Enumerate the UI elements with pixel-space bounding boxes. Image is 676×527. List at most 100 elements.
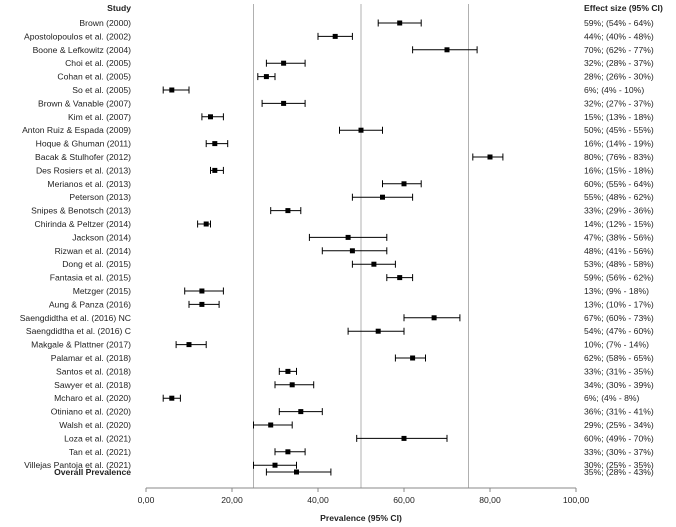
study-name-11: Des Rosiers et al. (2013) — [36, 165, 131, 175]
point-estimate-13 — [380, 194, 385, 200]
point-estimate-24 — [186, 342, 192, 348]
study-row: Anton Ruiz & Espada (2009) 50%; (45% - 55… — [22, 125, 654, 135]
point-estimate-20 — [199, 288, 205, 294]
point-estimate-10 — [487, 154, 493, 160]
study-name-8: Anton Ruiz & Espada (2009) — [22, 125, 131, 135]
point-estimate-6 — [281, 100, 287, 106]
effect-label-3: 32%; (28% - 37%) — [584, 58, 654, 68]
study-name-1: Apostolopoulos et al. (2002) — [24, 31, 131, 41]
overall-row: Overall Prevalence 35%; (28% - 43%) — [54, 467, 654, 477]
effect-label-14: 33%; (29% - 36%) — [584, 206, 654, 216]
effect-label-18: 53%; (48% - 58%) — [584, 259, 654, 269]
effect-label-4: 28%; (26% - 30%) — [584, 72, 654, 82]
study-name-25: Palamar et al. (2018) — [51, 353, 131, 363]
gridlines — [253, 4, 469, 488]
effect-label-0: 59%; (54% - 64%) — [584, 18, 654, 28]
x-axis: 0,00 20,00 40,00 60,00 80,00 100,00 — [138, 487, 590, 505]
point-estimate-15 — [203, 221, 209, 227]
x-tick-label-1: 20,00 — [221, 495, 243, 505]
study-row: Kim et al. (2007) 15%; (13% - 18%) — [68, 112, 654, 122]
study-row: Tan et al. (2021) 33%; (30% - 37%) — [69, 447, 654, 457]
effect-label-12: 60%; (55% - 64%) — [584, 179, 654, 189]
study-row: Palamar et al. (2018) 62%; (58% - 65%) — [51, 353, 654, 363]
study-row: Villejas Pantoja et al. (2021) 30%; (25% … — [24, 460, 654, 470]
point-estimate-11 — [212, 167, 218, 173]
effect-label-29: 36%; (31% - 41%) — [584, 407, 654, 417]
study-row: Cohan et al. (2005) 28%; (26% - 30%) — [57, 72, 653, 82]
study-row: Choi et al. (2005) 32%; (28% - 37%) — [65, 58, 654, 68]
effect-size-column-header: Effect size (95% CI) — [584, 3, 663, 13]
study-row: Saengdidtha et al. (2016) NC 67%; (60% - … — [20, 313, 654, 323]
study-name-22: Saengdidtha et al. (2016) NC — [20, 313, 131, 323]
point-estimate-17 — [349, 248, 355, 254]
study-name-13: Peterson (2013) — [69, 192, 131, 202]
effect-label-24: 10%; (7% - 14%) — [584, 340, 649, 350]
point-estimate-7 — [208, 114, 213, 120]
effect-label-19: 59%; (56% - 62%) — [584, 273, 654, 283]
effect-label-32: 33%; (30% - 37%) — [584, 447, 654, 457]
study-name-14: Snipes & Benotsch (2013) — [31, 206, 131, 216]
point-estimate-0 — [397, 20, 403, 26]
study-name-16: Jackson (2014) — [72, 232, 131, 242]
study-row: Sawyer et al. (2018) 34%; (30% - 39%) — [54, 380, 654, 390]
study-name-32: Tan et al. (2021) — [69, 447, 131, 457]
effect-label-22: 67%; (60% - 73%) — [584, 313, 654, 323]
point-estimate-19 — [397, 275, 403, 281]
study-name-5: So et al. (2005) — [72, 85, 131, 95]
x-tick-label-3: 60,00 — [393, 495, 415, 505]
effect-label-8: 50%; (45% - 55%) — [584, 125, 654, 135]
overall-effect-label: 35%; (28% - 43%) — [584, 467, 654, 477]
study-row: Boone & Lefkowitz (2004) 70%; (62% - 77%) — [33, 45, 654, 55]
study-name-18: Dong et al. (2015) — [62, 259, 131, 269]
study-row: Saengdidtha et al. (2016) C 54%; (47% - 6… — [26, 326, 654, 336]
study-name-27: Sawyer et al. (2018) — [54, 380, 131, 390]
study-name-24: Makgale & Plattner (2017) — [31, 340, 131, 350]
x-tick-label-5: 100,00 — [563, 495, 590, 505]
effect-label-30: 29%; (25% - 34%) — [584, 420, 654, 430]
study-row: Brown (2000) 59%; (54% - 64%) — [79, 18, 653, 28]
study-row: Des Rosiers et al. (2013) 16%; (15% - 18%… — [36, 165, 654, 175]
point-estimate-12 — [401, 181, 407, 187]
point-estimate-18 — [371, 261, 377, 267]
effect-label-27: 34%; (30% - 39%) — [584, 380, 654, 390]
study-row: Hoque & Ghuman (2011) 16%; (14% - 19%) — [36, 139, 654, 149]
study-row: Snipes & Benotsch (2013) 33%; (29% - 36%) — [31, 206, 654, 216]
study-row: Apostolopoulos et al. (2002) 44%; (40% - … — [24, 31, 654, 41]
study-name-0: Brown (2000) — [79, 18, 131, 28]
study-name-29: Otiniano et al. (2020) — [51, 407, 131, 417]
effect-label-1: 44%; (40% - 48%) — [584, 31, 654, 41]
study-row: Makgale & Plattner (2017) 10%; (7% - 14%) — [31, 340, 649, 350]
overall-name: Overall Prevalence — [54, 467, 131, 477]
study-row: Merianos et al. (2013) 60%; (55% - 64%) — [47, 179, 653, 189]
study-row: Bacak & Stulhofer (2012) 80%; (76% - 83%) — [35, 152, 654, 162]
effect-label-20: 13%; (9% - 18%) — [584, 286, 649, 296]
study-name-30: Walsh et al. (2020) — [59, 420, 131, 430]
effect-label-16: 47%; (38% - 56%) — [584, 232, 654, 242]
point-estimate-32 — [285, 449, 291, 455]
study-row: Loza et al. (2021) 60%; (49% - 70%) — [64, 433, 654, 443]
study-row: Jackson (2014) 47%; (38% - 56%) — [72, 232, 654, 242]
study-row: Dong et al. (2015) 53%; (48% - 58%) — [62, 259, 654, 269]
effect-label-28: 6%; (4% - 8%) — [584, 393, 640, 403]
x-tick-label-0: 0,00 — [138, 495, 155, 505]
study-name-21: Aung & Panza (2016) — [49, 299, 131, 309]
study-row: Walsh et al. (2020) 29%; (25% - 34%) — [59, 420, 654, 430]
study-name-23: Saengdidtha et al. (2016) C — [26, 326, 131, 336]
point-estimate-27 — [289, 382, 295, 388]
study-name-4: Cohan et al. (2005) — [57, 72, 131, 82]
effect-label-13: 55%; (48% - 62%) — [584, 192, 654, 202]
point-estimate-21 — [199, 301, 205, 307]
point-estimate-26 — [285, 368, 291, 374]
study-name-19: Fantasia et al. (2015) — [50, 273, 131, 283]
point-estimate-9 — [212, 141, 218, 147]
point-estimate-8 — [358, 127, 364, 133]
effect-label-7: 15%; (13% - 18%) — [584, 112, 654, 122]
effect-label-5: 6%; (4% - 10%) — [584, 85, 644, 95]
effect-label-31: 60%; (49% - 70%) — [584, 433, 654, 443]
study-name-2: Boone & Lefkowitz (2004) — [33, 45, 132, 55]
study-row: Santos et al. (2018) 33%; (31% - 35%) — [56, 366, 654, 376]
study-row: Rizwan et al. (2014) 48%; (41% - 56%) — [55, 246, 654, 256]
point-estimate-3 — [281, 60, 287, 66]
point-estimate-5 — [169, 87, 175, 93]
